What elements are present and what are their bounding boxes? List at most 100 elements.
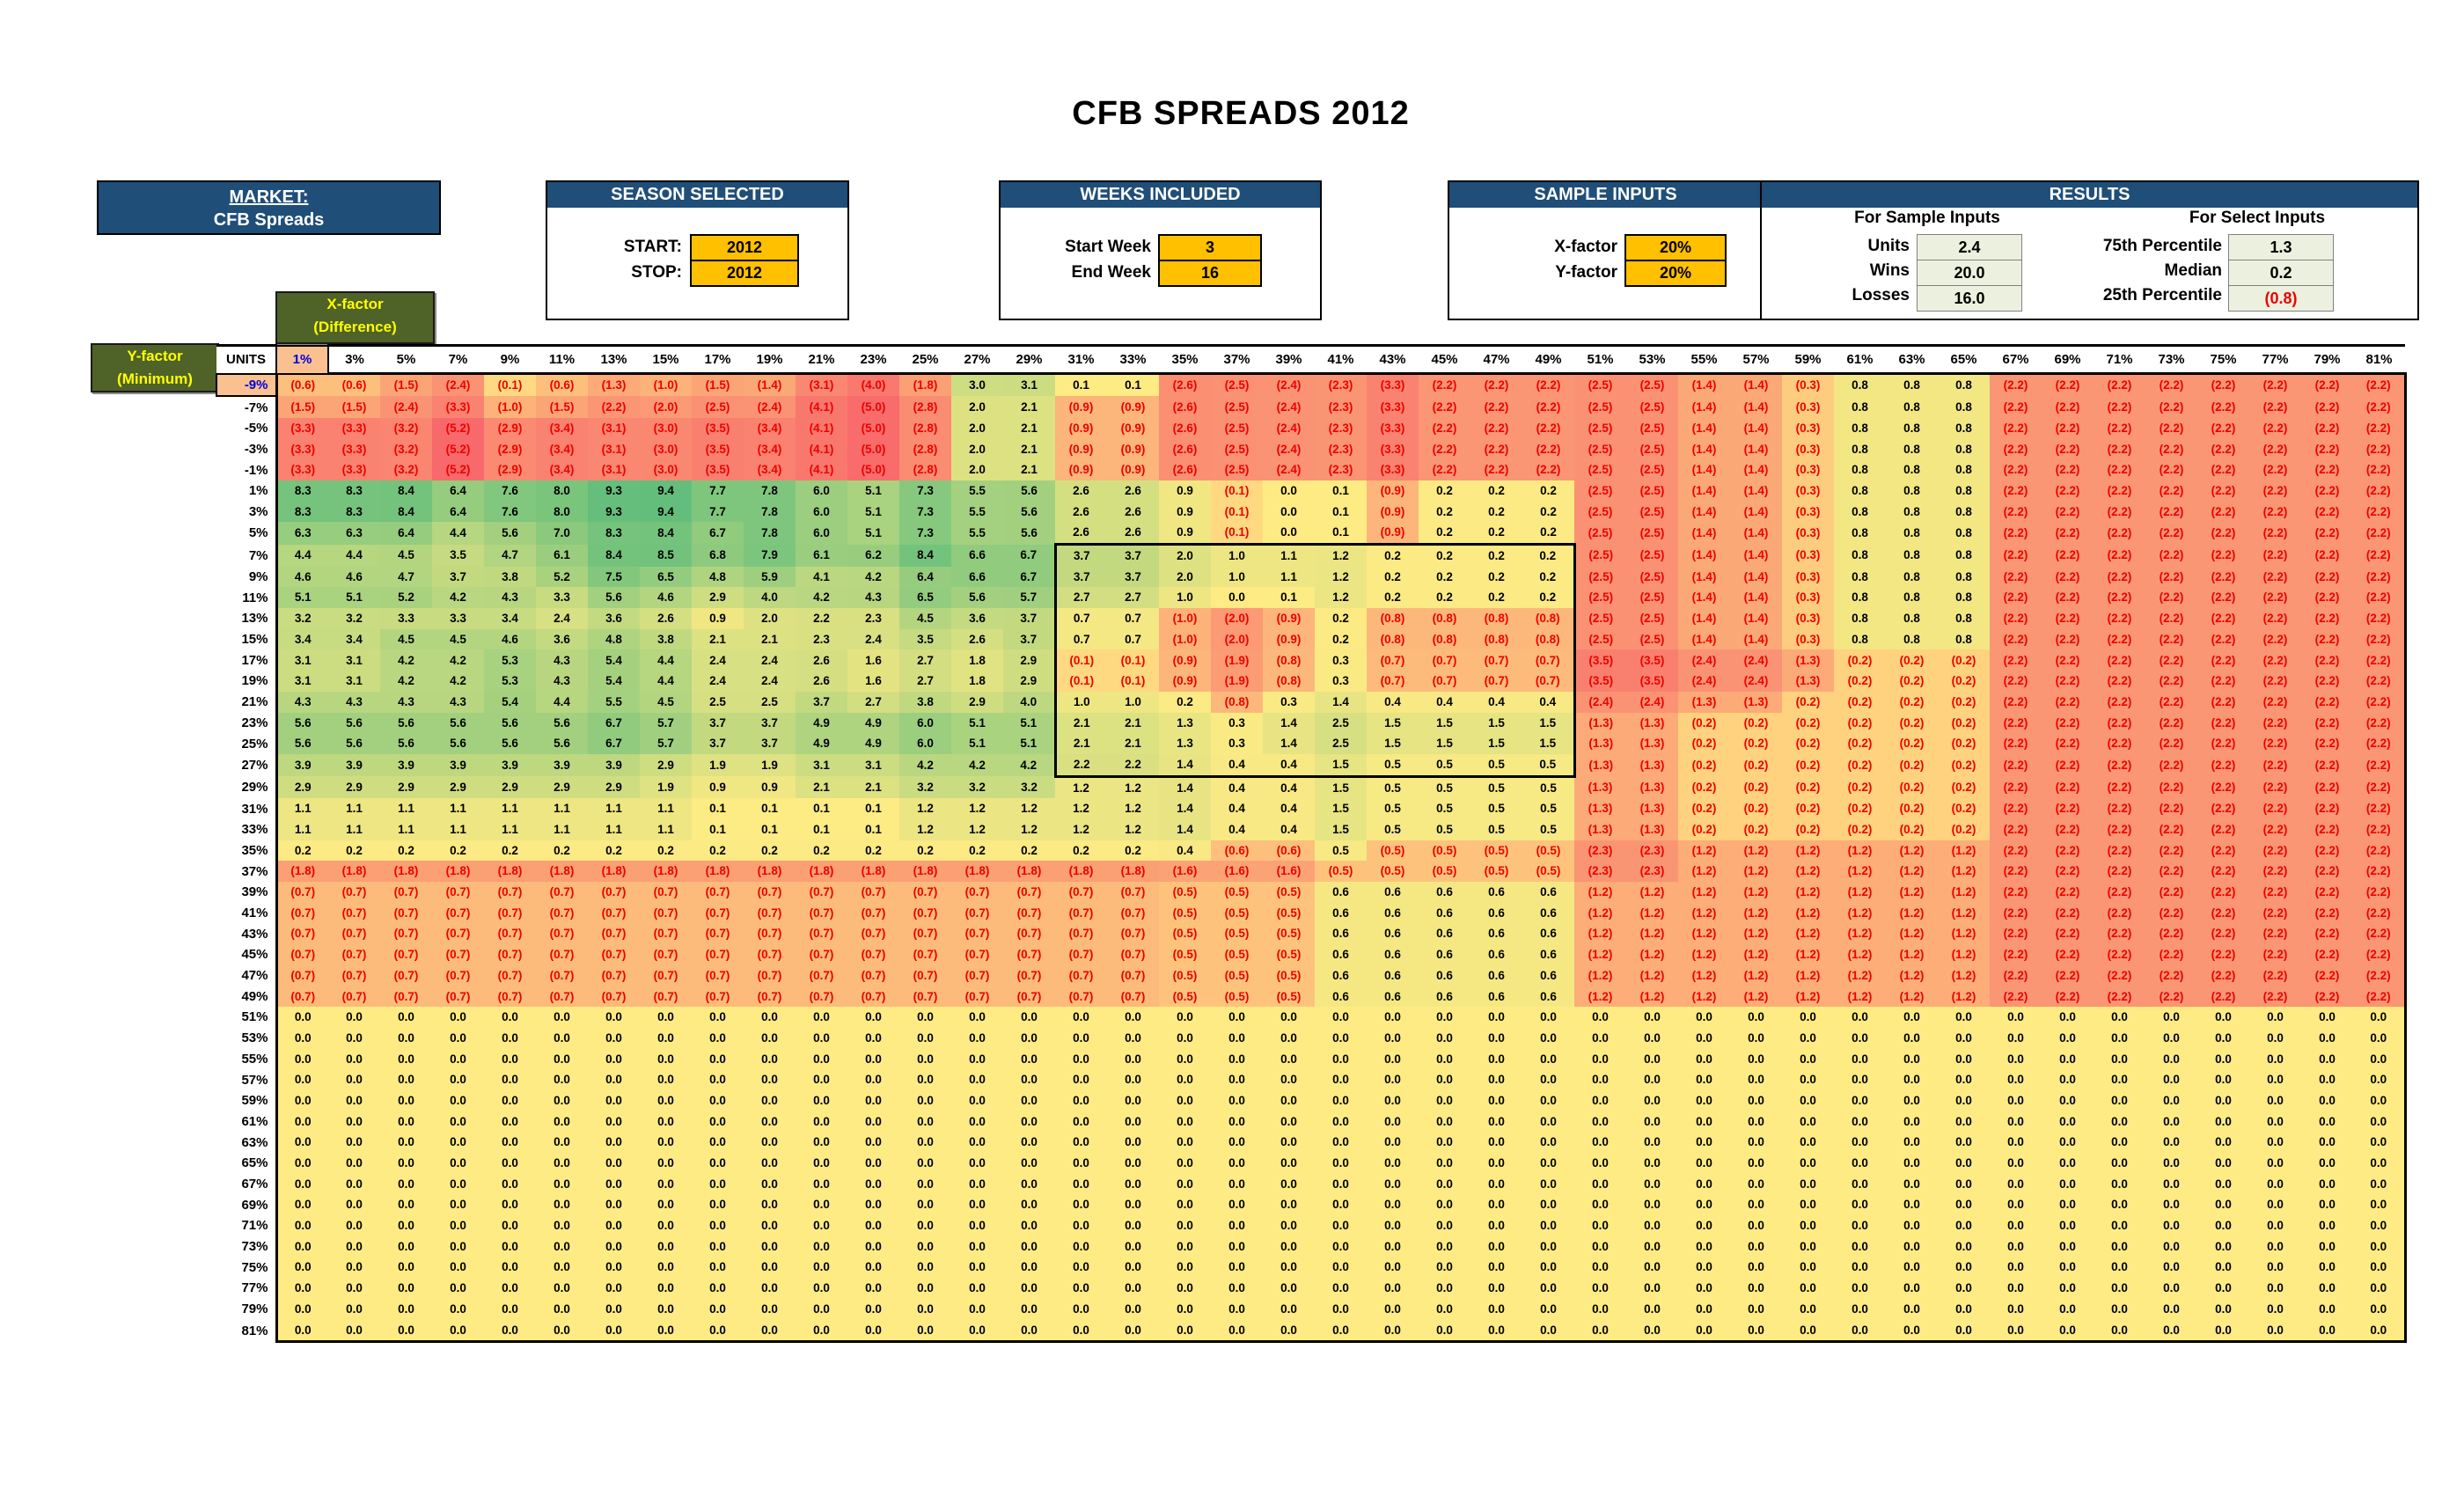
- matrix-cell[interactable]: (2.2): [1419, 396, 1470, 418]
- row-header-63%[interactable]: 63%: [216, 1132, 276, 1153]
- matrix-cell[interactable]: 0.0: [1211, 1257, 1263, 1279]
- matrix-cell[interactable]: 0.0: [484, 1278, 536, 1299]
- matrix-cell[interactable]: 0.1: [1315, 522, 1367, 545]
- matrix-cell[interactable]: 0.0: [1107, 1194, 1159, 1215]
- matrix-cell[interactable]: (0.2): [1678, 798, 1730, 819]
- matrix-cell[interactable]: 0.6: [1419, 944, 1470, 965]
- matrix-cell[interactable]: (2.2): [2094, 522, 2145, 545]
- matrix-cell[interactable]: 0.0: [275, 1236, 328, 1258]
- matrix-cell[interactable]: 1.5: [1367, 733, 1419, 754]
- matrix-cell[interactable]: 0.0: [380, 1319, 432, 1344]
- matrix-cell[interactable]: 0.0: [1938, 1007, 1990, 1028]
- matrix-cell[interactable]: (0.9): [1107, 438, 1159, 460]
- matrix-cell[interactable]: 0.0: [484, 1236, 536, 1258]
- matrix-cell[interactable]: 0.0: [1574, 1152, 1626, 1174]
- matrix-cell[interactable]: 0.0: [2042, 1319, 2094, 1344]
- matrix-cell[interactable]: 2.7: [899, 671, 951, 692]
- matrix-cell[interactable]: (3.3): [275, 417, 328, 439]
- matrix-cell[interactable]: 0.0: [1419, 1048, 1470, 1070]
- matrix-cell[interactable]: 0.0: [484, 1319, 536, 1344]
- matrix-cell[interactable]: 0.0: [536, 1089, 588, 1111]
- matrix-cell[interactable]: 0.5: [1315, 840, 1367, 862]
- matrix-cell[interactable]: 0.0: [328, 1173, 380, 1195]
- matrix-cell[interactable]: 5.6: [432, 733, 484, 754]
- matrix-cell[interactable]: 0.8: [1938, 438, 1990, 460]
- matrix-cell[interactable]: (0.7): [640, 944, 692, 965]
- matrix-cell[interactable]: (2.2): [1470, 459, 1522, 480]
- matrix-cell[interactable]: 0.2: [1522, 566, 1576, 588]
- matrix-cell[interactable]: (0.5): [1263, 923, 1315, 945]
- matrix-cell[interactable]: 0.0: [1782, 1173, 1834, 1195]
- matrix-cell[interactable]: (2.2): [2197, 396, 2249, 418]
- matrix-cell[interactable]: 1.3: [1159, 712, 1211, 734]
- matrix-cell[interactable]: 3.9: [380, 753, 432, 777]
- matrix-cell[interactable]: 0.0: [1522, 1048, 1574, 1070]
- matrix-cell[interactable]: (2.2): [2145, 628, 2197, 650]
- matrix-cell[interactable]: 3.9: [536, 753, 588, 777]
- matrix-cell[interactable]: 0.0: [2301, 1236, 2353, 1258]
- matrix-cell[interactable]: 7.7: [692, 501, 744, 523]
- matrix-cell[interactable]: 1.2: [951, 798, 1003, 819]
- matrix-cell[interactable]: 3.9: [275, 753, 328, 777]
- matrix-cell[interactable]: 0.0: [484, 1215, 536, 1236]
- matrix-cell[interactable]: (0.2): [1834, 776, 1886, 799]
- matrix-cell[interactable]: (0.9): [1367, 480, 1419, 502]
- matrix-cell[interactable]: 1.1: [640, 818, 692, 840]
- matrix-cell[interactable]: (2.5): [1574, 480, 1626, 502]
- matrix-cell[interactable]: (2.2): [2301, 902, 2353, 924]
- matrix-cell[interactable]: 0.0: [1315, 1089, 1367, 1111]
- matrix-cell[interactable]: (0.9): [1055, 459, 1107, 480]
- matrix-cell[interactable]: 0.0: [2301, 1278, 2353, 1299]
- matrix-cell[interactable]: 4.3: [536, 671, 588, 692]
- matrix-cell[interactable]: (1.2): [1834, 861, 1886, 882]
- matrix-cell[interactable]: 0.0: [432, 1132, 484, 1153]
- matrix-cell[interactable]: (0.7): [796, 986, 847, 1008]
- matrix-cell[interactable]: (2.2): [2301, 818, 2353, 840]
- matrix-cell[interactable]: 2.1: [1053, 712, 1107, 734]
- matrix-cell[interactable]: 0.1: [744, 818, 796, 840]
- column-header-13%[interactable]: 13%: [588, 344, 640, 375]
- matrix-cell[interactable]: 0.0: [2042, 1173, 2094, 1195]
- matrix-cell[interactable]: (0.7): [1055, 964, 1107, 986]
- matrix-cell[interactable]: (2.2): [2249, 522, 2301, 545]
- matrix-cell[interactable]: (2.2): [1470, 373, 1522, 397]
- matrix-cell[interactable]: 2.0: [951, 417, 1003, 439]
- matrix-cell[interactable]: (1.0): [640, 373, 692, 397]
- matrix-cell[interactable]: (2.2): [2042, 986, 2094, 1008]
- matrix-cell[interactable]: 5.1: [1003, 733, 1055, 754]
- matrix-cell[interactable]: 0.0: [432, 1048, 484, 1070]
- matrix-cell[interactable]: 0.0: [2145, 1236, 2197, 1258]
- matrix-cell[interactable]: 0.0: [1419, 1194, 1470, 1215]
- matrix-cell[interactable]: (2.2): [1990, 840, 2042, 862]
- matrix-cell[interactable]: (2.2): [1990, 861, 2042, 882]
- matrix-cell[interactable]: 2.6: [640, 608, 692, 629]
- matrix-cell[interactable]: 0.0: [899, 1089, 951, 1111]
- matrix-cell[interactable]: 0.0: [1626, 1236, 1678, 1258]
- matrix-cell[interactable]: 0.6: [1315, 944, 1367, 965]
- matrix-cell[interactable]: (0.2): [1782, 712, 1834, 734]
- matrix-cell[interactable]: 0.6: [1470, 964, 1522, 986]
- matrix-cell[interactable]: 0.2: [1470, 501, 1522, 523]
- matrix-cell[interactable]: (0.7): [847, 902, 899, 924]
- matrix-cell[interactable]: 0.0: [1107, 1236, 1159, 1258]
- matrix-cell[interactable]: (2.2): [2042, 587, 2094, 609]
- matrix-cell[interactable]: 0.0: [2197, 1152, 2249, 1174]
- matrix-cell[interactable]: (1.3): [1730, 691, 1782, 713]
- matrix-cell[interactable]: 0.0: [640, 1111, 692, 1133]
- matrix-cell[interactable]: 0.0: [1886, 1069, 1938, 1090]
- matrix-cell[interactable]: (0.2): [1886, 818, 1938, 840]
- matrix-cell[interactable]: 0.9: [1159, 501, 1211, 523]
- matrix-cell[interactable]: (1.2): [1574, 986, 1626, 1008]
- matrix-cell[interactable]: 0.0: [1730, 1007, 1782, 1028]
- matrix-cell[interactable]: 4.1: [796, 566, 847, 588]
- matrix-cell[interactable]: (1.4): [1678, 501, 1730, 523]
- matrix-cell[interactable]: 0.0: [1522, 1089, 1574, 1111]
- matrix-cell[interactable]: (0.5): [1159, 923, 1211, 945]
- matrix-cell[interactable]: 0.0: [588, 1236, 640, 1258]
- matrix-cell[interactable]: 0.0: [1574, 1319, 1626, 1344]
- matrix-cell[interactable]: (0.7): [275, 944, 328, 965]
- matrix-cell[interactable]: (2.9): [484, 459, 536, 480]
- matrix-cell[interactable]: 0.0: [1522, 1132, 1574, 1153]
- matrix-cell[interactable]: 0.0: [1263, 501, 1315, 523]
- matrix-cell[interactable]: 1.1: [1263, 566, 1315, 588]
